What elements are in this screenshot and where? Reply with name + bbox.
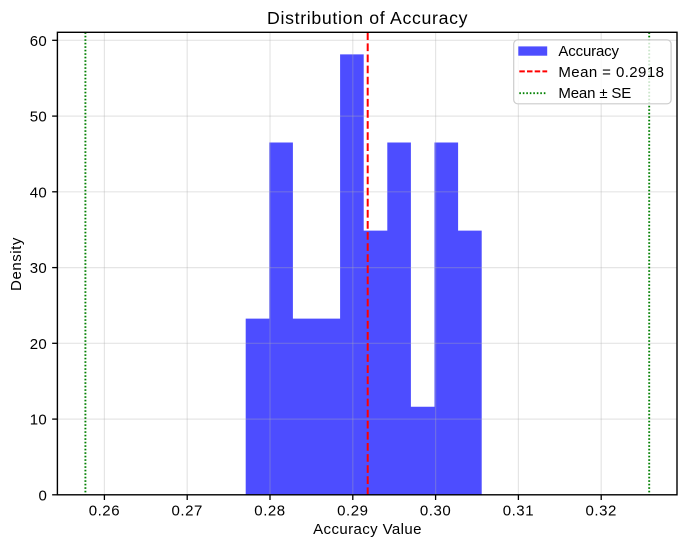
svg-text:40: 40	[30, 184, 48, 201]
svg-text:Density: Density	[8, 237, 25, 291]
svg-text:Mean = 0.2918: Mean = 0.2918	[558, 64, 664, 81]
svg-text:Accuracy Value: Accuracy Value	[313, 521, 422, 538]
svg-text:0.29: 0.29	[337, 502, 368, 519]
svg-text:10: 10	[30, 412, 48, 429]
svg-text:0.31: 0.31	[503, 502, 534, 519]
svg-text:0.26: 0.26	[89, 502, 120, 519]
svg-text:60: 60	[30, 33, 48, 50]
svg-text:20: 20	[30, 336, 48, 353]
svg-text:0.32: 0.32	[585, 502, 616, 519]
svg-text:30: 30	[30, 260, 48, 277]
svg-text:Distribution of Accuracy: Distribution of Accuracy	[267, 8, 468, 28]
svg-text:0.30: 0.30	[420, 502, 451, 519]
svg-text:0.27: 0.27	[171, 502, 202, 519]
svg-text:0: 0	[38, 487, 47, 504]
svg-text:0.28: 0.28	[254, 502, 285, 519]
svg-text:50: 50	[30, 109, 48, 126]
svg-text:Accuracy: Accuracy	[558, 43, 619, 60]
svg-text:Mean ± SE: Mean ± SE	[558, 85, 631, 102]
